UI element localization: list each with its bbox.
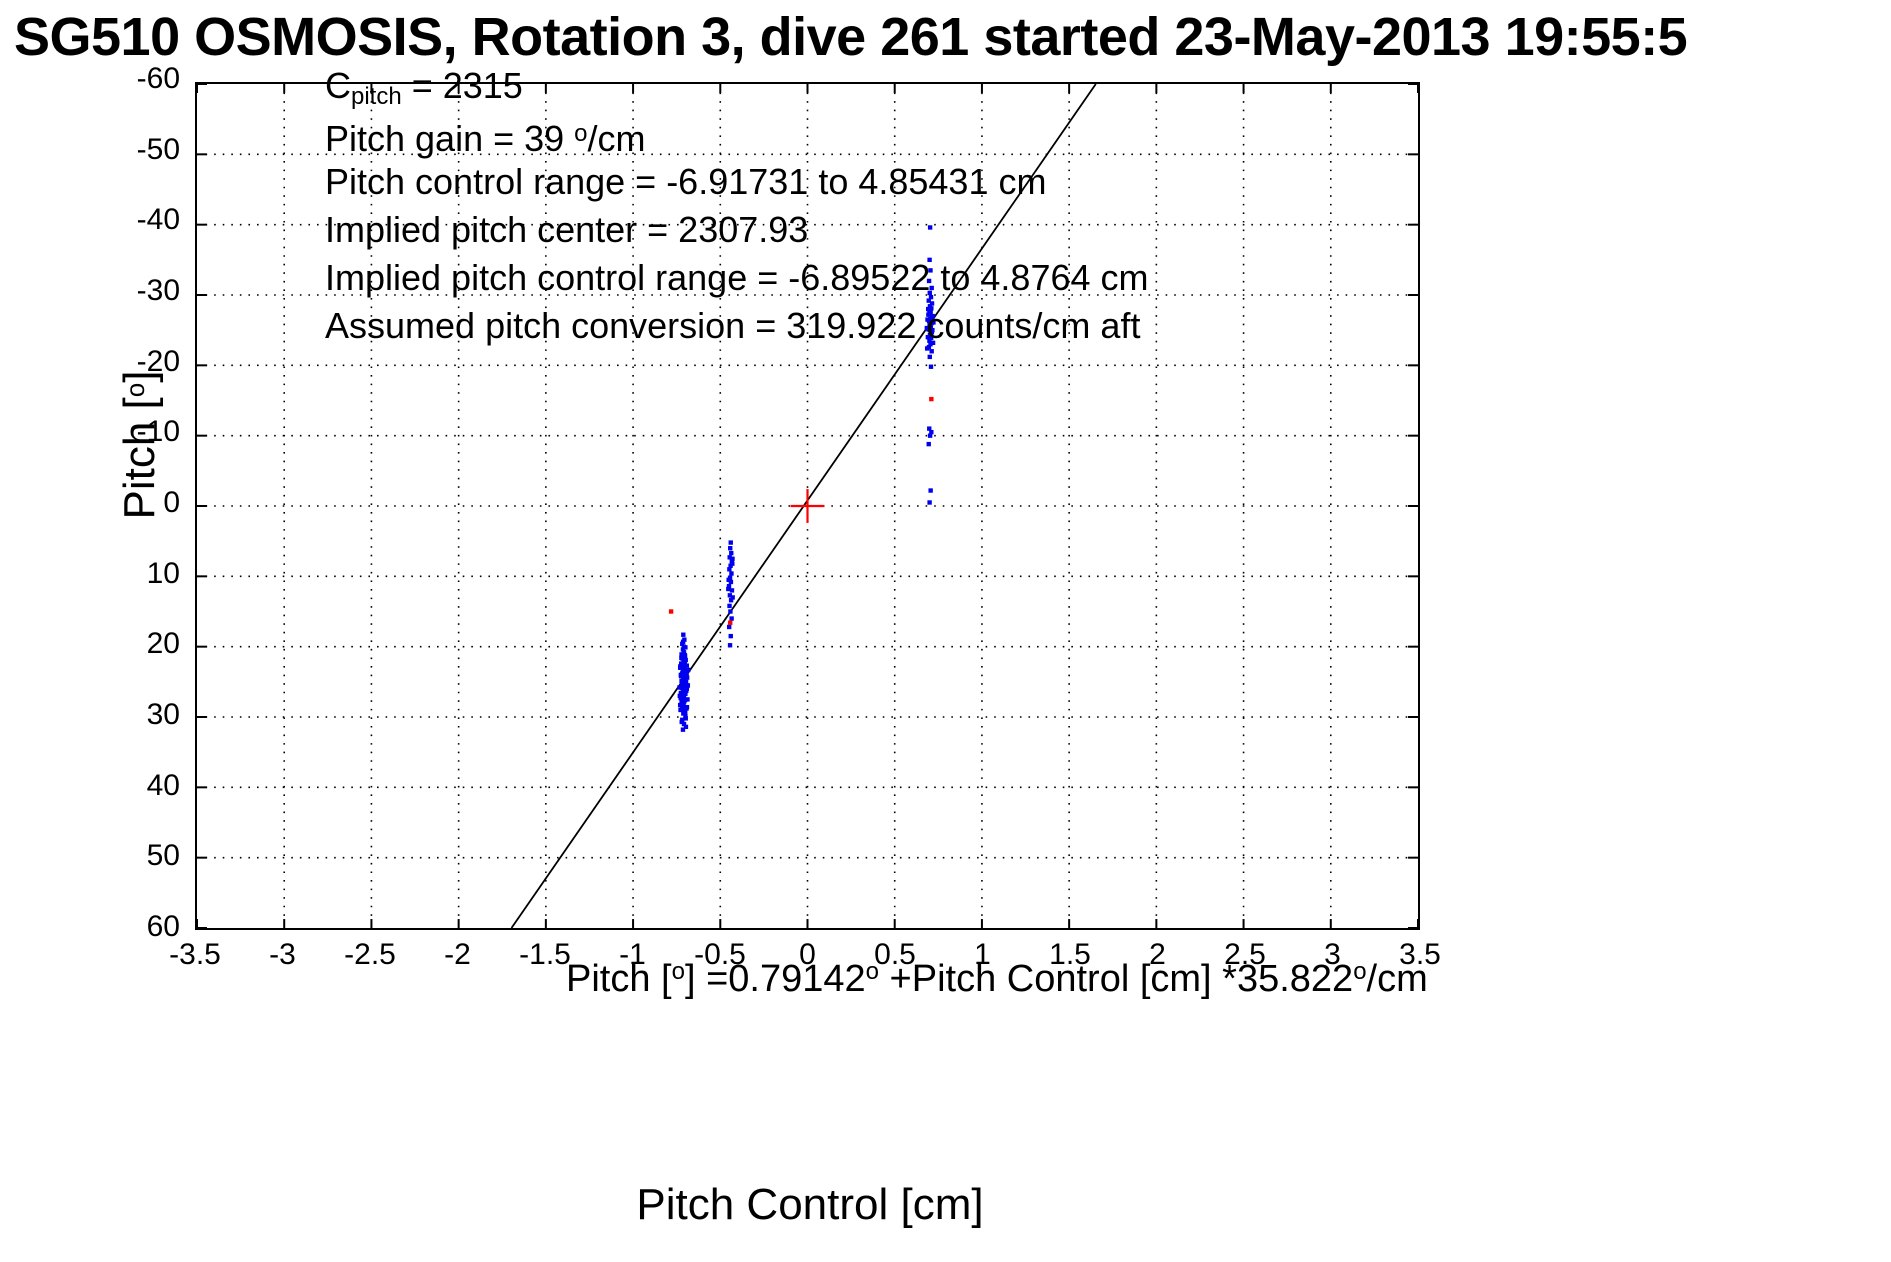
degree-symbol-icon: o: [120, 382, 150, 398]
x-tick-label: 3.5: [1399, 938, 1441, 971]
plot-svg: [197, 84, 1418, 928]
x-tick-label: -3.5: [169, 938, 221, 971]
annotation-block: Cpitch = 2315 Pitch gain = 39 o/cm Pitch…: [325, 62, 1149, 350]
x-tick-label: 0.5: [874, 938, 916, 971]
pitch-gain-text: Pitch gain = 39: [325, 118, 575, 159]
y-tick-label: -20: [136, 344, 180, 378]
y-tick-label: 40: [146, 768, 180, 802]
x-tick-label: 0: [799, 938, 816, 971]
degree-symbol-icon: o: [574, 120, 588, 147]
scatter-points-rejected: [668, 396, 934, 625]
y-tick-label: 50: [146, 839, 180, 873]
reference-crosshair-marker: [790, 489, 825, 523]
fit-eq-part3: +Pitch Control [cm] *35.822: [879, 958, 1354, 1000]
y-tick-label: 0: [163, 486, 180, 519]
x-tick-label: -0.5: [694, 938, 746, 971]
gridlines: [197, 84, 1418, 928]
annotation-pitch-gain: Pitch gain = 39 o/cm: [325, 110, 1149, 159]
annotation-conversion: Assumed pitch conversion = 319.922 count…: [325, 305, 1141, 346]
c-pitch-subscript: pitch: [351, 83, 402, 110]
x-tick-label: -3: [269, 938, 296, 971]
x-tick-label: 1.5: [1049, 938, 1091, 971]
x-tick-label: -2.5: [344, 938, 396, 971]
degree-symbol-icon: o: [865, 958, 879, 985]
x-axis-label: Pitch Control [cm]: [636, 1180, 984, 1229]
degree-symbol-icon: o: [671, 958, 685, 985]
plot-area: [195, 82, 1420, 930]
y-tick-label: 10: [146, 556, 180, 590]
y-tick-label: 20: [146, 627, 180, 661]
x-tick-label: 2.5: [1224, 938, 1266, 971]
fit-eq-part1: Pitch [: [566, 958, 672, 1000]
y-axis-label-close: ]: [115, 370, 164, 383]
x-tick-label: 3: [1324, 938, 1341, 971]
y-axis-label: Pitch [o]: [115, 245, 165, 645]
pitch-gain-unit: /cm: [587, 118, 646, 159]
c-pitch-value: = 2315: [401, 65, 523, 106]
x-tick-label: -2: [444, 938, 471, 971]
y-tick-label: -40: [136, 203, 180, 237]
figure-title: SG510 OSMOSIS, Rotation 3, dive 261 star…: [14, 7, 1688, 67]
axis-ticks: [197, 84, 1418, 928]
annotation-c-pitch: Cpitch = 2315: [325, 62, 1149, 110]
scatter-points-accepted: [677, 225, 936, 732]
y-tick-label: 60: [146, 910, 180, 943]
x-tick-label: 2: [1149, 938, 1166, 971]
x-tick-label: -1.5: [519, 938, 571, 971]
x-tick-label: -1: [619, 938, 646, 971]
y-tick-label: -10: [136, 415, 180, 449]
fit-eq-part4: /cm: [1366, 958, 1428, 1000]
y-axis-label-text: Pitch [: [115, 397, 164, 520]
annotation-control-range: Pitch control range = -6.91731 to 4.8543…: [325, 161, 1047, 202]
y-tick-label: -30: [136, 274, 180, 307]
c-pitch-symbol: C: [325, 65, 351, 106]
annotation-implied-range: Implied pitch control range = -6.89522 t…: [325, 257, 1149, 298]
y-tick-label: 30: [146, 698, 180, 731]
fit-eq-part2: ] =0.79142: [684, 958, 866, 1000]
y-tick-label: -50: [136, 132, 180, 166]
annotation-implied-center: Implied pitch center = 2307.93: [325, 209, 809, 250]
x-tick-label: 1: [974, 938, 991, 971]
degree-symbol-icon: o: [1353, 958, 1367, 985]
y-tick-label: -60: [136, 62, 180, 95]
fit-equation-label: Pitch [o] =0.79142o +Pitch Control [cm] …: [566, 958, 1428, 1001]
